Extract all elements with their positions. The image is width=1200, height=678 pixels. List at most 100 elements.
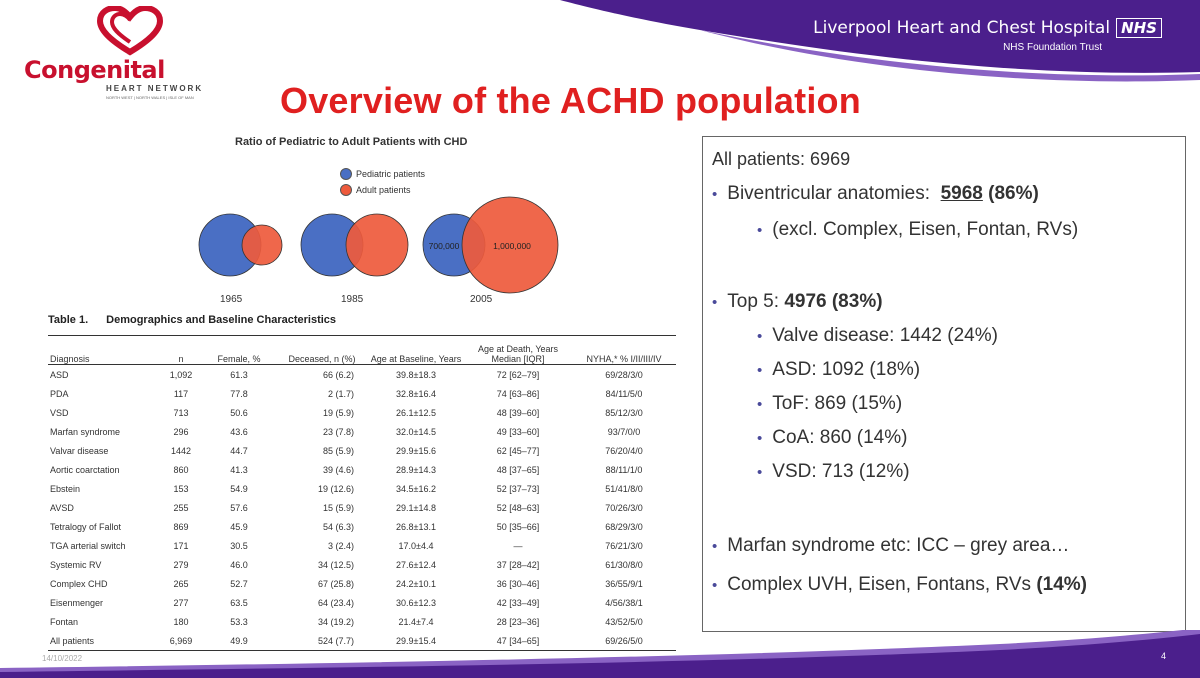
table-cell: 180: [173, 616, 189, 627]
table-cell: TGA arterial switch: [50, 540, 126, 551]
figure-title: Ratio of Pediatric to Adult Patients wit…: [235, 136, 468, 148]
page-number: 4: [1160, 651, 1166, 661]
logo-heart-network: HEART NETWORK: [106, 84, 204, 93]
table-cell: 52.7: [230, 578, 248, 589]
date-label: 14/10/2022: [42, 654, 83, 663]
table-cell: 19 (12.6): [317, 483, 354, 494]
complex-line: • Complex UVH, Eisen, Fontans, RVs (14%): [712, 574, 1087, 596]
table-cell: 47 [34–65]: [464, 631, 572, 651]
circle-2005-adult: [461, 196, 559, 294]
top5-item: • ASD: 1092 (18%): [757, 359, 920, 381]
top-banner: [560, 0, 1200, 82]
hospital-branding: Liverpool Heart and Chest Hospital NHS N…: [813, 18, 1162, 53]
table-cell: Tetralogy of Fallot: [50, 521, 122, 532]
table-cell: 19 (5.9): [322, 407, 354, 418]
legend-dot-pediatric: [340, 168, 352, 180]
table-cell: 1,092: [169, 369, 193, 380]
table-cell: 24.2±10.1: [396, 578, 436, 589]
top5-item-text: CoA: 860 (14%): [772, 427, 908, 448]
table-cell: 76/21/3/0: [605, 540, 643, 551]
table-cell: 62 [45–77]: [496, 445, 540, 456]
top5-line: • Top 5: 4976 (83%): [712, 291, 883, 313]
bullet-icon: •: [757, 362, 763, 379]
top5-item-text: Valve disease: 1442 (24%): [772, 325, 998, 346]
top5-item: • Valve disease: 1442 (24%): [757, 325, 998, 347]
table-cell: 43.6: [230, 426, 248, 437]
table-cell: 54 (6.3): [322, 521, 354, 532]
legend-dot-adult: [340, 184, 352, 196]
slide-title: Overview of the ACHD population: [280, 80, 861, 121]
table-cell: 117: [173, 388, 189, 399]
table-row: Systemic RV 279 46.0 34 (12.5) 27.6±12.4 37 […: [48, 555, 676, 574]
table-cell: 85/12/3/0: [605, 407, 643, 418]
top5-item-text: VSD: 713 (12%): [772, 461, 910, 482]
table-cell: 69/26/5/0: [572, 631, 676, 651]
table-cell: 64 (23.4): [317, 597, 354, 608]
biv-count: 5968: [940, 183, 983, 204]
col-female: Female, %: [202, 335, 276, 365]
table-cell: 69/28/3/0: [605, 369, 643, 380]
table-cell: VSD: [50, 407, 69, 418]
complex-pct: (14%): [1036, 574, 1088, 595]
table-cell: AVSD: [50, 502, 74, 513]
table-row: Eisenmenger 277 63.5 64 (23.4) 30.6±12.3 42 […: [48, 593, 676, 612]
table-cell: PDA: [50, 388, 69, 399]
table-cell: All patients: [48, 631, 160, 651]
table-cell: 255: [173, 502, 189, 513]
table-cell: 37 [28–42]: [496, 559, 540, 570]
table-cell: 39 (4.6): [322, 464, 354, 475]
table-cell: 32.8±16.4: [396, 388, 436, 399]
table-row: Ebstein 153 54.9 19 (12.6) 34.5±16.2 52 [37–7…: [48, 479, 676, 498]
table-cell: 713: [173, 407, 189, 418]
complex-label: Complex UVH, Eisen, Fontans, RVs: [727, 574, 1032, 595]
table-header-row: Diagnosis n Female, % Deceased, n (%) Ag…: [48, 335, 676, 365]
table-cell: 26.1±12.5: [396, 407, 436, 418]
congenital-logo: Congenital HEART NETWORK NORTH WEST | NO…: [20, 6, 230, 102]
bullet-icon: •: [757, 222, 763, 239]
col-age-baseline: Age at Baseline, Years: [368, 335, 464, 365]
top5-value: 4976 (83%): [784, 291, 883, 312]
table-cell: 34.5±16.2: [396, 483, 436, 494]
heart-logo-icon: [96, 6, 164, 56]
annotation-2005-pediatric: 700,000: [429, 241, 460, 251]
table-title: Table 1. Demographics and Baseline Charac…: [48, 314, 336, 326]
nhs-badge: NHS: [1116, 18, 1162, 38]
top5-label: Top 5:: [727, 291, 780, 312]
top5-item-text: ToF: 869 (15%): [772, 393, 903, 414]
table-cell: 4/56/38/1: [605, 597, 643, 608]
col-diagnosis: Diagnosis: [48, 335, 160, 365]
table-cell: 17.0±4.4: [398, 540, 434, 551]
table-cell: 45.9: [230, 521, 248, 532]
table-cell: 74 [63–86]: [496, 388, 540, 399]
table-cell: 30.5: [230, 540, 248, 551]
figure-legend: Pediatric patients Adult patients: [340, 166, 425, 198]
table-cell: 41.3: [230, 464, 248, 475]
table-number: Table 1.: [48, 314, 89, 326]
top5-item: • ToF: 869 (15%): [757, 393, 902, 415]
bullet-icon: •: [712, 577, 718, 594]
table-cell: 860: [173, 464, 189, 475]
biv-label: Biventricular anatomies:: [727, 183, 931, 204]
top5-item: • VSD: 713 (12%): [757, 461, 910, 483]
table-cell: 26.8±13.1: [396, 521, 436, 532]
table-title-text: Demographics and Baseline Characteristic…: [106, 314, 337, 326]
table-row: PDA 117 77.8 2 (1.7) 32.8±16.4 74 [63–86] 84/1…: [48, 384, 676, 403]
table-cell: 43/52/5/0: [605, 616, 643, 627]
table-cell: 3 (2.4): [327, 540, 354, 551]
bullet-icon: •: [757, 464, 763, 481]
table-cell: 30.6±12.3: [396, 597, 436, 608]
table-cell: 84/11/5/0: [605, 388, 643, 399]
table-cell: 28 [23–36]: [496, 616, 540, 627]
table-cell: 296: [173, 426, 189, 437]
table-cell: 153: [173, 483, 189, 494]
table-cell: 49 [33–60]: [496, 426, 540, 437]
bullet-icon: •: [712, 186, 718, 203]
demographics-table: Diagnosis n Female, % Deceased, n (%) Ag…: [48, 335, 676, 651]
year-1985: 1985: [341, 294, 364, 305]
table-row: Valvar disease 1442 44.7 85 (5.9) 29.9±15.6 6…: [48, 441, 676, 460]
marfan-line: • Marfan syndrome etc: ICC – grey area…: [712, 535, 1069, 557]
biv-excl: (excl. Complex, Eisen, Fontan, RVs): [772, 219, 1079, 240]
table-cell: Ebstein: [50, 483, 81, 494]
table-cell: 57.6: [230, 502, 248, 513]
table-cell: 34 (12.5): [317, 559, 354, 570]
